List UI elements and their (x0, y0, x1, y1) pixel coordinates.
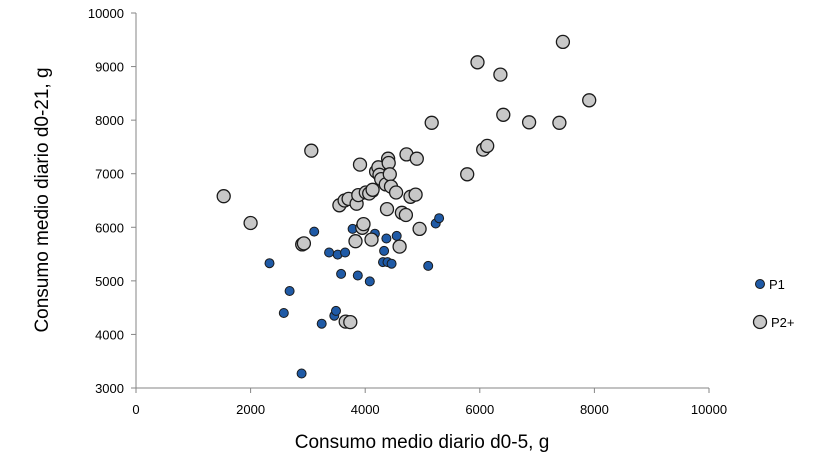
y-tick-label: 9000 (95, 60, 124, 75)
data-point-p1 (309, 226, 320, 237)
x-axis-title: Consumo medio diario d0-5, g (295, 432, 550, 453)
legend-item-p2plus: P2+ (752, 314, 795, 330)
legend-marker-p2plus (752, 314, 768, 330)
y-tick-label: 5000 (95, 274, 124, 289)
data-point-p2plus (356, 216, 371, 232)
legend: P1 P2+ (752, 277, 795, 330)
data-point-p1 (391, 230, 402, 241)
y-tick-label: 8000 (95, 113, 124, 128)
data-point-p2plus (392, 239, 407, 254)
legend-label-p2plus: P2+ (771, 315, 795, 330)
data-point-p2plus (409, 151, 424, 166)
data-point-p2plus (352, 157, 368, 172)
x-tick-label: 2000 (236, 402, 265, 417)
legend-label-p1: P1 (769, 277, 785, 292)
data-point-p2plus (304, 143, 319, 158)
x-tick-label: 4000 (351, 402, 380, 417)
data-point-p2plus (408, 187, 423, 202)
data-point-p2plus (398, 207, 414, 223)
data-point-p2plus (388, 185, 404, 200)
series-p1 (264, 187, 445, 379)
data-point-p2plus (365, 182, 380, 197)
data-point-p2plus (424, 115, 439, 130)
data-point-p1 (316, 318, 327, 329)
data-point-p2plus (216, 189, 231, 204)
x-axis-ticks: 0 2000 4000 6000 8000 10000 (132, 388, 727, 417)
y-tick-label: 6000 (95, 220, 124, 235)
data-point-p2plus (470, 55, 485, 70)
legend-item-p1: P1 (755, 277, 785, 292)
x-tick-label: 6000 (465, 402, 494, 417)
data-point-p2plus (460, 167, 475, 182)
data-point-p2plus (555, 34, 571, 50)
data-point-p1 (364, 276, 375, 287)
data-point-p2plus (521, 115, 537, 130)
data-point-p1 (386, 258, 397, 269)
x-tick-label: 8000 (580, 402, 609, 417)
series-p2plus (216, 34, 597, 330)
data-point-p1 (434, 213, 445, 224)
y-tick-label: 4000 (95, 327, 124, 342)
data-point-p2plus (343, 314, 358, 330)
x-tick-label: 10000 (691, 402, 727, 417)
data-point-p1 (296, 368, 307, 379)
data-point-p2plus (493, 67, 508, 82)
data-point-p2plus (582, 93, 597, 108)
y-axis-ticks: 3000 4000 5000 6000 7000 8000 9000 10000 (88, 6, 136, 396)
data-point-p1 (381, 233, 392, 244)
data-point-p1 (278, 308, 289, 318)
y-tick-label: 3000 (95, 381, 124, 396)
data-point-p1 (324, 247, 335, 258)
y-tick-label: 7000 (95, 167, 124, 182)
data-point-p1 (284, 286, 295, 296)
x-axis: 0 2000 4000 6000 8000 10000 (132, 387, 727, 417)
data-point-p1 (423, 260, 434, 271)
data-point-p1 (379, 245, 390, 256)
legend-marker-p1 (755, 279, 765, 289)
data-point-p2plus (243, 215, 258, 231)
data-point-p1 (340, 247, 351, 258)
data-point-p2plus (382, 167, 397, 182)
data-point-p2plus (379, 201, 395, 217)
data-point-p2plus (480, 138, 495, 154)
data-point-p2plus (364, 232, 379, 247)
data-point-p1 (336, 268, 347, 279)
y-axis: 3000 4000 5000 6000 7000 8000 9000 10000 (88, 6, 137, 396)
data-point-p2plus (412, 221, 427, 237)
data-point-p1 (264, 258, 275, 269)
data-point-p2plus (296, 236, 312, 251)
data-point-p2plus (348, 234, 363, 249)
y-tick-label: 10000 (88, 6, 124, 21)
data-point-p1 (331, 305, 341, 316)
data-point-p1 (352, 270, 363, 281)
y-axis-title: Consumo medio diario d0-21, g (32, 67, 53, 332)
data-point-p2plus (552, 115, 567, 130)
x-tick-label: 0 (132, 402, 139, 417)
data-point-p2plus (496, 107, 511, 122)
plot-area (216, 34, 597, 379)
